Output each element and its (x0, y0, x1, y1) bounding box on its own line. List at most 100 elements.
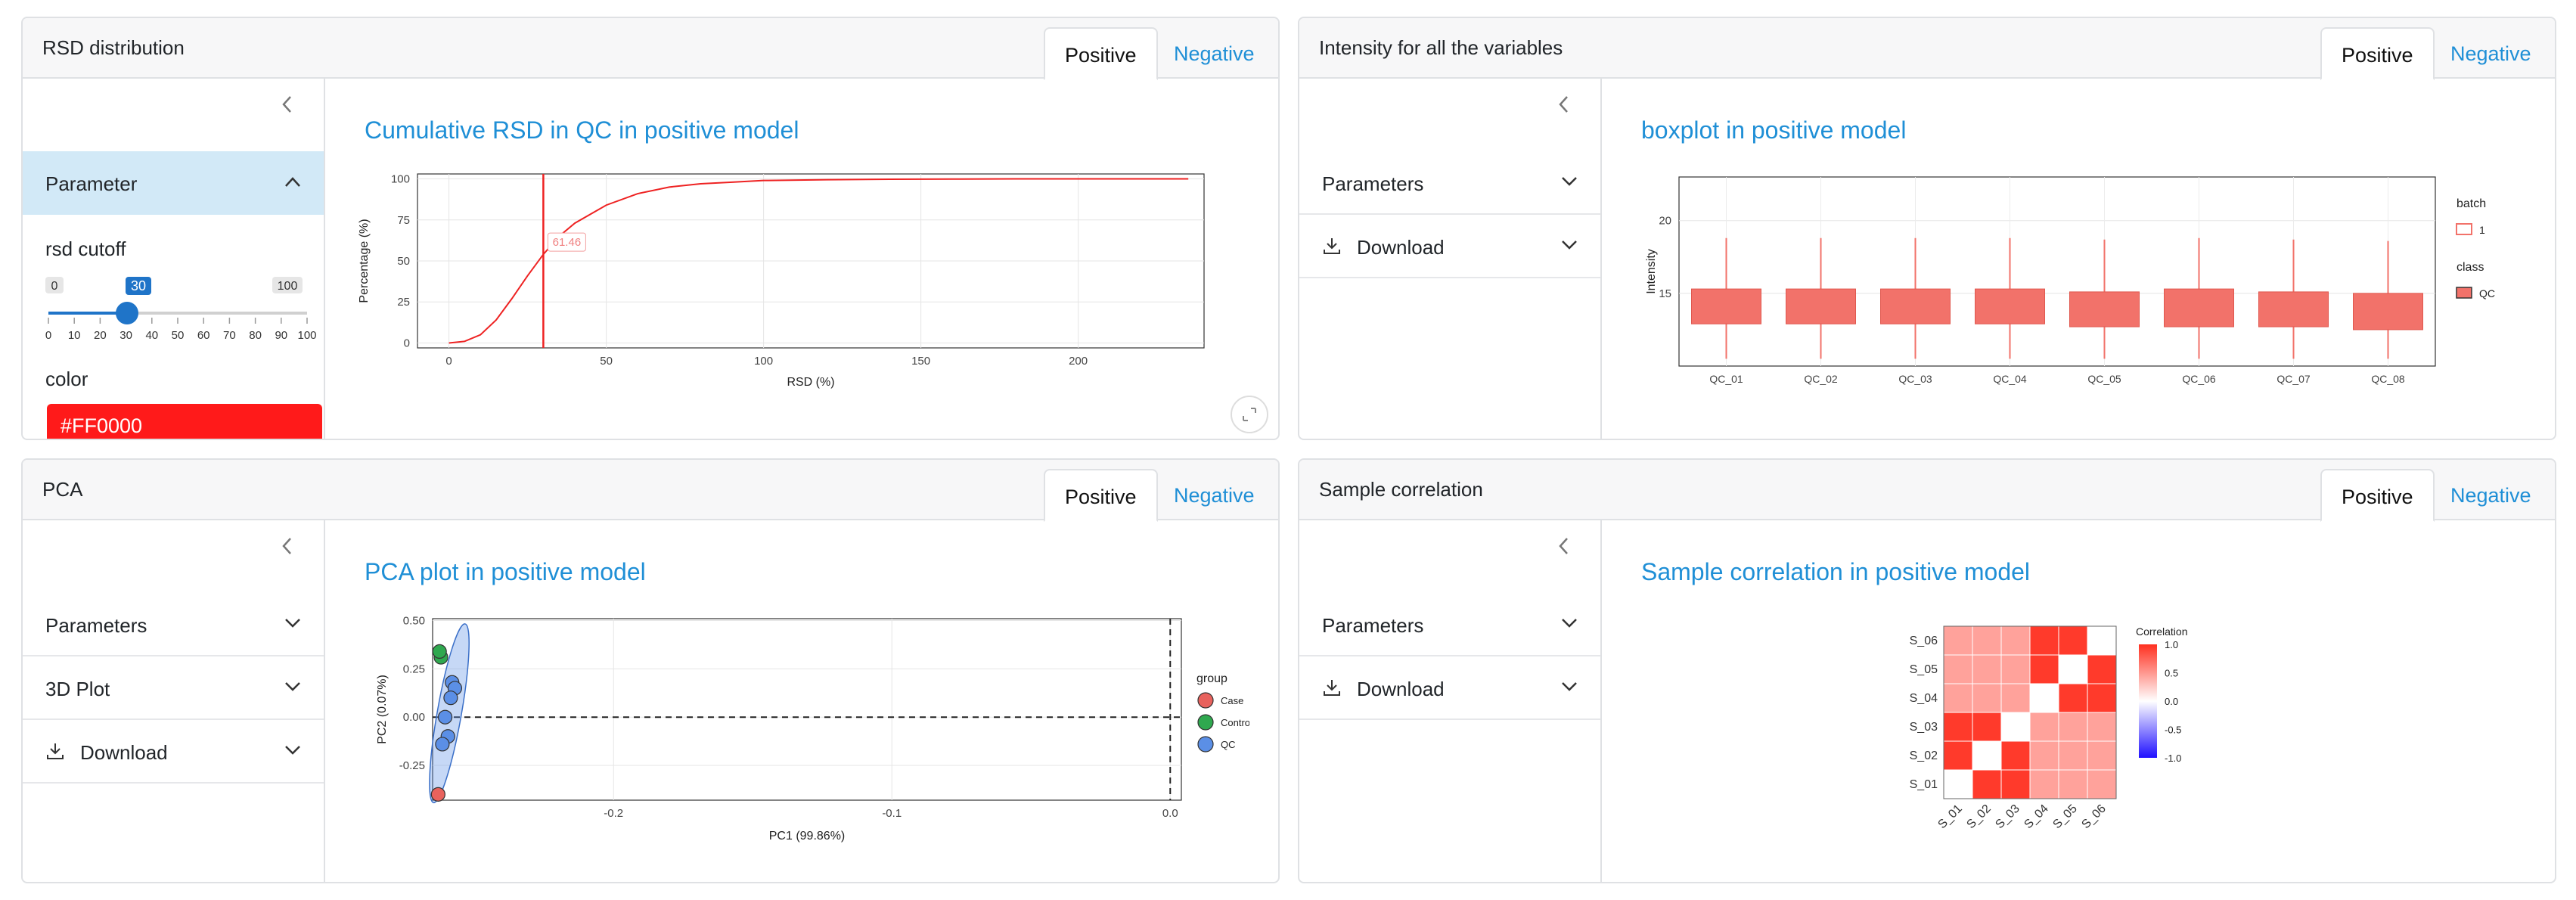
chevron-left-icon[interactable] (1556, 94, 1572, 115)
heatmap-cell (2029, 625, 2059, 656)
chevron-down-icon (1562, 177, 1577, 186)
boxplot-chart: 15 20 QC_01 QC_02 QC_03 QC_04 QC_05 QC_06 QC_07 Q… (1645, 176, 2495, 385)
box-QC_01 (1691, 288, 1761, 324)
point-qc (443, 691, 458, 706)
heatmap-cell (2029, 683, 2059, 713)
rsd-cutoff-label: rsd cutoff (45, 237, 126, 260)
download-icon (1324, 680, 1340, 696)
legend-tick-label: 0.5 (2165, 668, 2178, 679)
legend-key (2456, 223, 2472, 235)
heatmap-border (1943, 625, 2117, 799)
tab-negative[interactable]: Negative (2450, 42, 2531, 65)
card-header: PCA Positive Negative (23, 460, 1278, 522)
expand-icon[interactable] (1230, 395, 1269, 434)
heatmap-cell (2029, 654, 2059, 684)
legend-label: 1 (2479, 224, 2485, 236)
accordion-download[interactable]: Download (1299, 215, 1600, 278)
heatmap-cell (1943, 712, 1973, 742)
slider-tick-label: 60 (197, 329, 210, 342)
tab-positive[interactable]: Positive (1044, 469, 1158, 522)
heatmap-cell (2087, 769, 2117, 799)
plot-title: boxplot in positive model (1641, 116, 1907, 144)
heatmap-cell (2000, 740, 2031, 771)
accordion-parameters[interactable]: Parameters (1299, 593, 1600, 656)
y-tick-label: 0.25 (403, 663, 425, 675)
heatmap-cell (2029, 740, 2059, 771)
slider-tick-label: 80 (249, 329, 262, 342)
x-tick-label: S_06 (2079, 802, 2109, 832)
tab-positive[interactable]: Positive (2320, 469, 2435, 522)
accordion-download[interactable]: Download (1299, 656, 1600, 720)
chevron-down-icon (285, 746, 300, 755)
annotation-label: 61.46 (553, 236, 582, 249)
box-QC_06 (2164, 288, 2234, 327)
tab-negative[interactable]: Negative (2450, 484, 2531, 507)
tab-negative[interactable]: Negative (1174, 484, 1255, 507)
y-tick-label: 0 (404, 337, 410, 349)
accordion-parameter[interactable]: Parameter (23, 151, 324, 215)
box-QC_05 (2069, 291, 2140, 327)
accordion-label: Parameters (1322, 614, 1424, 637)
chevron-down-icon (1562, 619, 1577, 628)
chevron-down-icon (285, 619, 300, 628)
download-icon (47, 743, 64, 759)
heatmap-cell (2058, 712, 2088, 742)
tab-negative[interactable]: Negative (1174, 42, 1255, 65)
chevron-left-icon[interactable] (1556, 535, 1572, 557)
color-input[interactable]: #FF0000 (47, 404, 322, 439)
box-QC_02 (1786, 288, 1856, 324)
legend-label: Case (1221, 695, 1243, 706)
x-tick-label: QC_04 (1993, 373, 2027, 385)
slider-tick-label: 100 (297, 329, 316, 342)
legend-label: QC (1221, 739, 1236, 750)
tab-positive[interactable]: Positive (2320, 27, 2435, 80)
legend-label: QC (2479, 287, 2495, 299)
x-tick-label: QC_02 (1804, 373, 1838, 385)
y-tick-label: -0.25 (399, 759, 425, 772)
x-axis-label: PC1 (99.86%) (769, 830, 846, 843)
heatmap-cell (2058, 654, 2088, 684)
heatmap-cell (2058, 683, 2088, 713)
accordion-label: Parameter (45, 172, 138, 195)
pca-chart: -0.2 -0.1 0.0 0.50 0.25 0.00 -0.25 PC1 (99.86%)… (376, 615, 1249, 843)
plot-area: boxplot in positive model 15 20 QC_01 QC_02… (1603, 79, 2555, 439)
y-tick-label: 0.00 (403, 711, 425, 724)
box-QC_03 (1880, 288, 1951, 324)
legend-title: Correlation (2136, 625, 2187, 638)
x-tick-label: -0.2 (604, 807, 623, 820)
intensity-card: Intensity for all the variables Positive… (1298, 17, 2556, 440)
x-tick-label: 200 (1069, 355, 1088, 368)
heatmap-cell (2000, 712, 2031, 742)
legend-key (2456, 287, 2472, 299)
accordion-parameters[interactable]: Parameters (1299, 151, 1600, 215)
download-icon (1324, 238, 1340, 254)
accordion-label: Download (1357, 678, 1445, 700)
tab-positive[interactable]: Positive (1044, 27, 1158, 80)
accordion-parameters[interactable]: Parameters (23, 593, 324, 656)
sidebar: Parameters Download (1299, 520, 1602, 882)
x-tick-label: S_05 (2050, 802, 2080, 832)
slider-tick-label: 90 (275, 329, 287, 342)
slider-tick-label: 0 (45, 329, 51, 342)
y-tick-label: 100 (391, 173, 410, 186)
chevron-left-icon[interactable] (280, 94, 295, 115)
heatmap-cell (2000, 625, 2031, 656)
y-tick-label: S_04 (1910, 692, 1938, 705)
plot-area: PCA plot in positive model -0.2 -0.1 0.0 0.… (327, 520, 1278, 882)
chevron-left-icon[interactable] (280, 535, 295, 557)
accordion-3d-plot[interactable]: 3D Plot (23, 656, 324, 720)
point-qc (435, 737, 450, 752)
point-control (432, 644, 447, 659)
x-tick-label: QC_01 (1709, 373, 1743, 385)
x-tick-label: 100 (754, 355, 773, 368)
legend-title: batch (2457, 197, 2486, 210)
rsd-cutoff-slider[interactable]: 0 100 30 0 10 20 30 40 50 60 70 80 90 100 (23, 266, 325, 349)
legend-tick-label: 1.0 (2165, 639, 2178, 650)
plot-title: PCA plot in positive model (365, 558, 646, 585)
accordion-download[interactable]: Download (23, 720, 324, 784)
accordion-label: Download (80, 741, 168, 764)
chevron-down-icon (285, 682, 300, 691)
legend-title: group (1196, 672, 1227, 685)
point-qc (437, 709, 453, 725)
y-tick-label: S_01 (1910, 778, 1938, 791)
